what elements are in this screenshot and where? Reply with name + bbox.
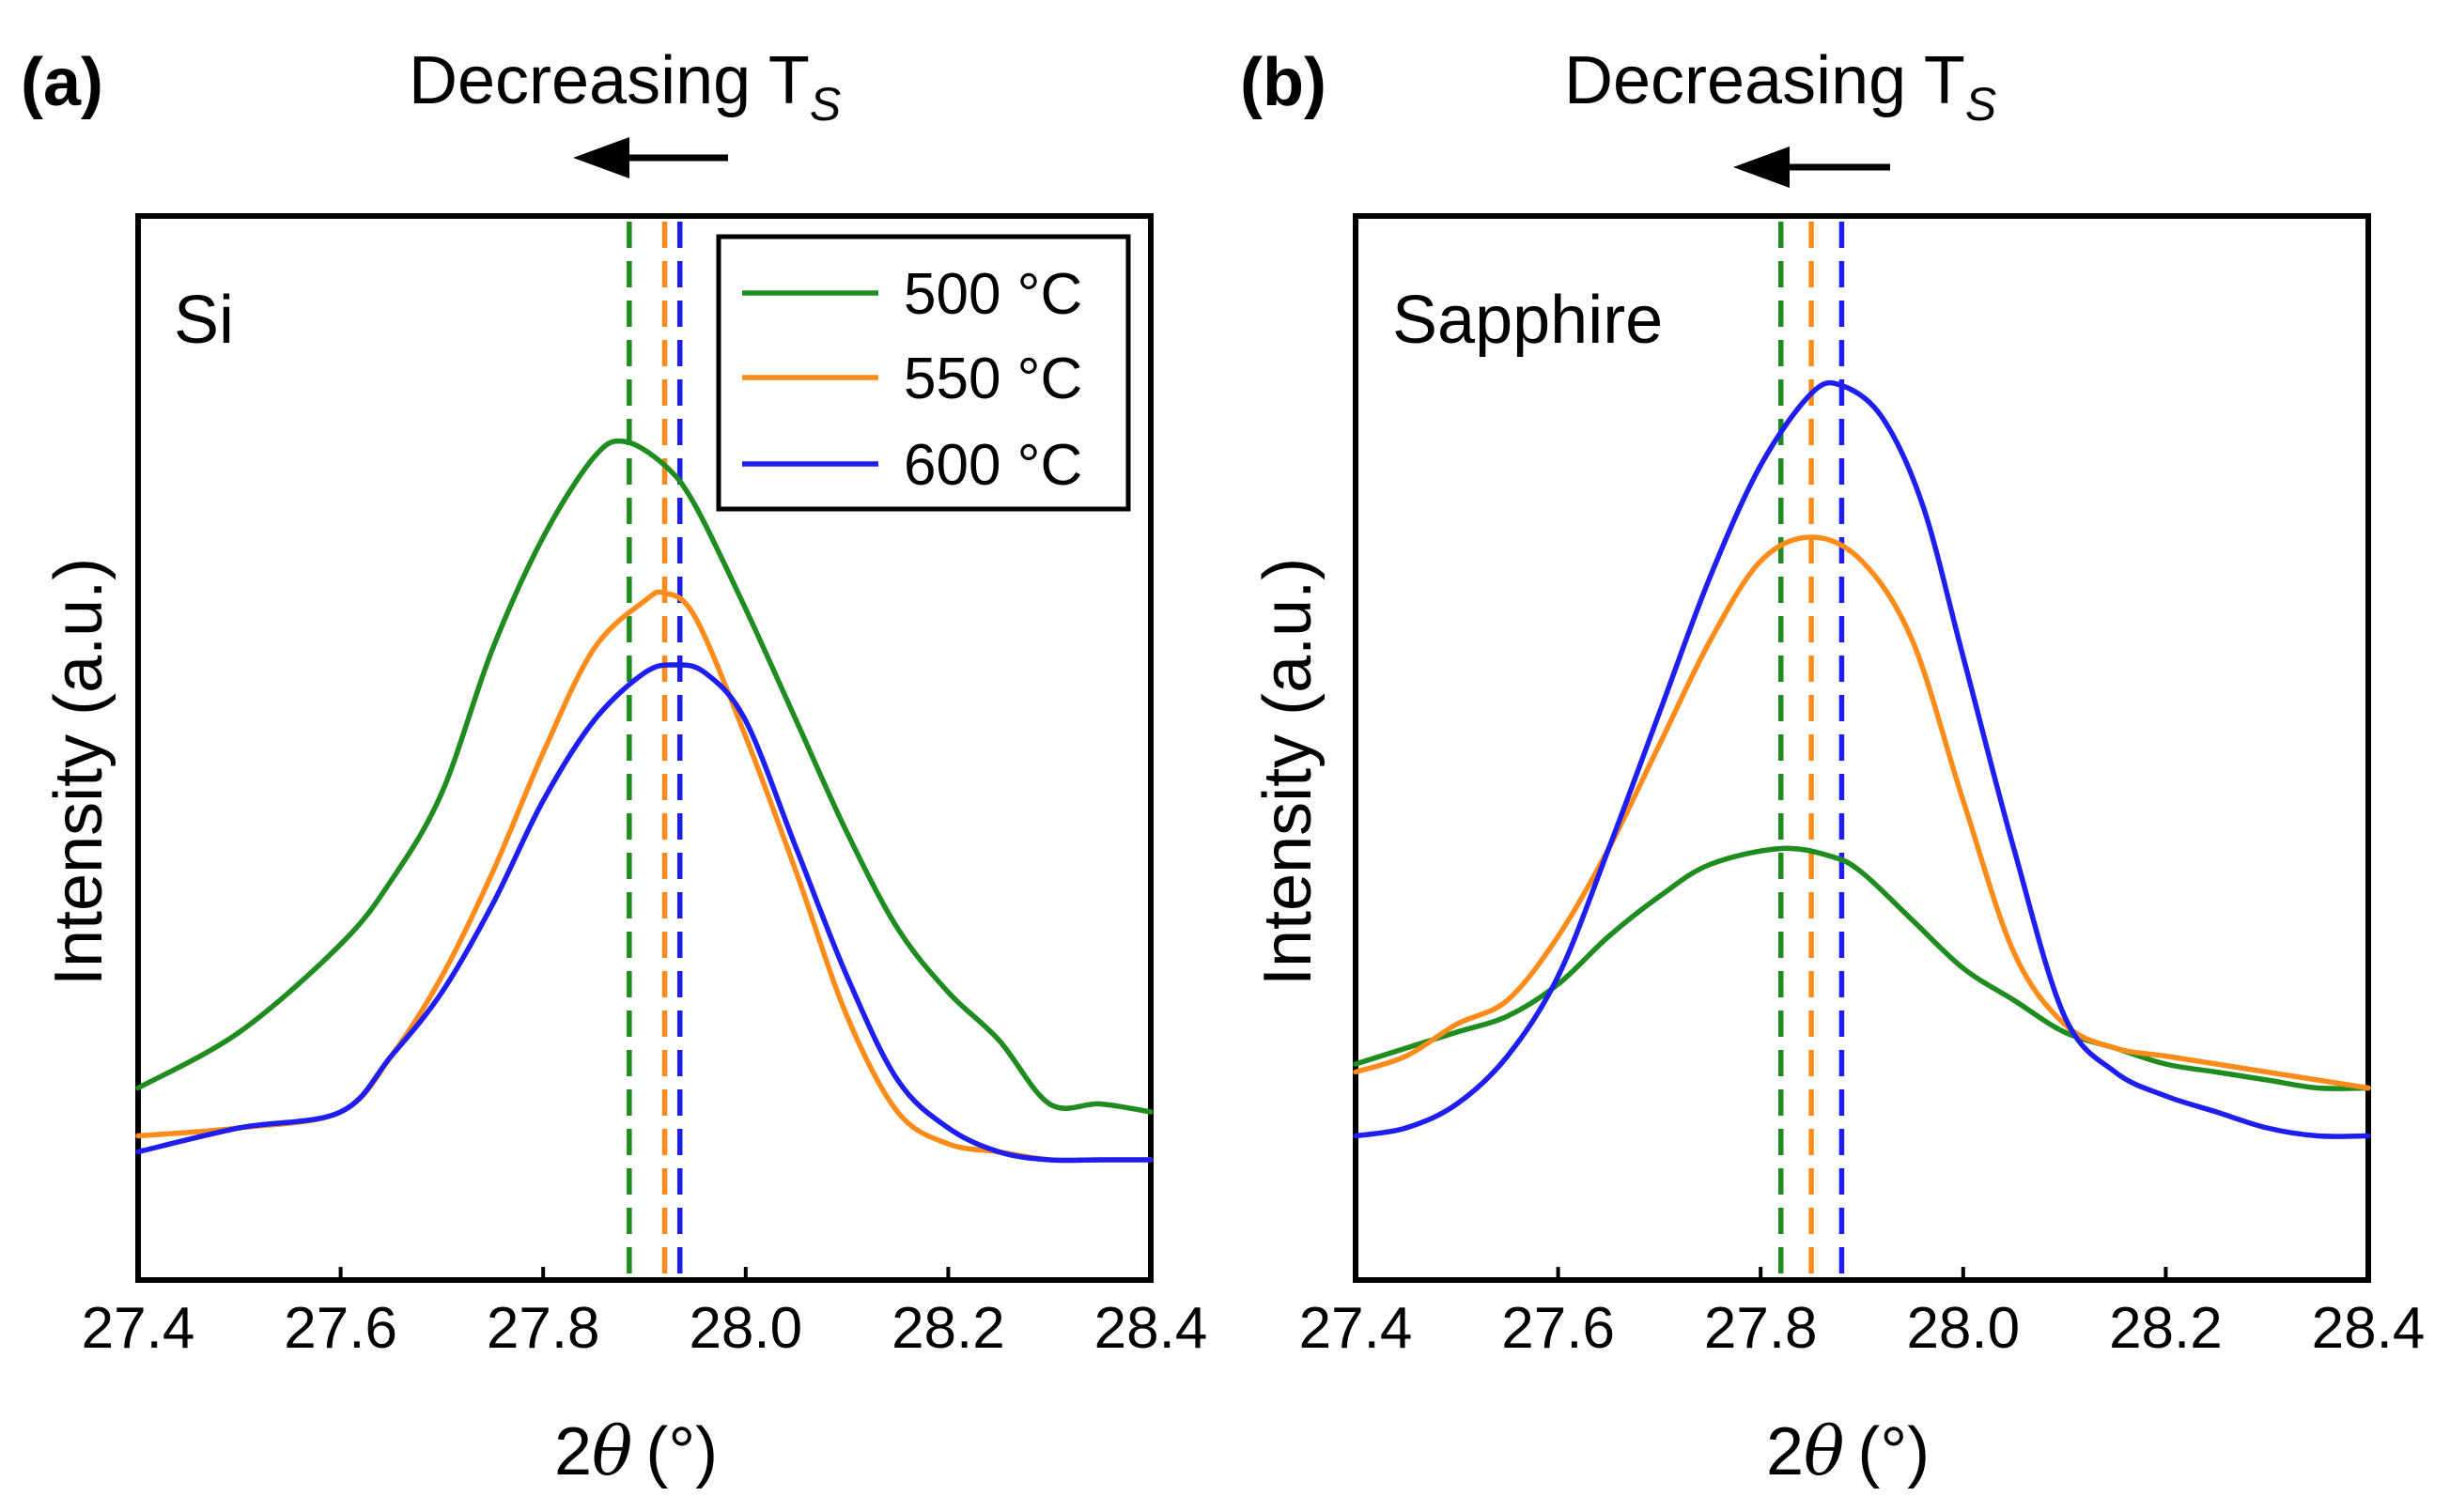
annotation-si: Si bbox=[174, 283, 234, 358]
x-tick-label: 27.4 bbox=[82, 1296, 195, 1361]
x-tick-label: 28.0 bbox=[689, 1296, 802, 1361]
title-b-sub: S bbox=[1965, 78, 1996, 131]
panel-label-a: (a) bbox=[21, 45, 103, 120]
x-axis-label-a-theta: θ bbox=[592, 1412, 632, 1490]
series-line-550 bbox=[135, 589, 1154, 1164]
title-a-sub: S bbox=[810, 78, 841, 131]
x-tick-label: 27.8 bbox=[1704, 1296, 1818, 1361]
panel-b: (b) Decreasing TS 27.4 27.6 27.8 28.0 28.2 28… bbox=[1240, 43, 2425, 1490]
arrow-a-head bbox=[573, 137, 629, 178]
panel-a: (a) Decreasing TS 27.4 27.6 27.8 28.0 28.2 28… bbox=[21, 43, 1207, 1490]
x-axis-label-b-prefix: 2 bbox=[1766, 1414, 1804, 1489]
series-line-600 bbox=[1353, 379, 2371, 1139]
legend: 500 °C 550 °C 600 °C bbox=[716, 234, 1131, 512]
panel-label-b: (b) bbox=[1240, 45, 1326, 120]
legend-label-500: 500 °C bbox=[904, 262, 1082, 327]
peak-lines-b bbox=[1778, 222, 1845, 1274]
x-axis-label-b-unit: (°) bbox=[1857, 1414, 1930, 1489]
series-line-550 bbox=[1353, 534, 2371, 1091]
title-a-text: Decreasing T bbox=[409, 43, 810, 118]
annotation-sapphire: Sapphire bbox=[1392, 283, 1663, 358]
x-tick-label: 28.2 bbox=[2109, 1296, 2223, 1361]
arrow-a bbox=[573, 137, 728, 178]
title-b: Decreasing TS bbox=[1564, 43, 1996, 131]
x-axis-label-a-prefix: 2 bbox=[554, 1414, 592, 1489]
x-tick-label: 27.8 bbox=[487, 1296, 600, 1361]
x-tick-label: 27.6 bbox=[284, 1296, 397, 1361]
curves-b bbox=[1353, 379, 2371, 1139]
curves-a bbox=[135, 438, 1154, 1164]
y-axis-label-a: Intensity (a.u.) bbox=[41, 558, 116, 986]
x-tick-label: 28.2 bbox=[892, 1296, 1005, 1361]
x-axis-label-a-unit: (°) bbox=[645, 1414, 718, 1489]
legend-label-600: 600 °C bbox=[904, 433, 1082, 498]
x-tick-label: 28.4 bbox=[2312, 1296, 2426, 1361]
x-tick-label: 28.0 bbox=[1906, 1296, 2020, 1361]
series-line-600 bbox=[135, 662, 1154, 1164]
plot-frame-b bbox=[1353, 213, 2371, 1283]
arrow-b bbox=[1733, 147, 1890, 188]
series-line-500 bbox=[135, 438, 1154, 1115]
series-line-500 bbox=[1353, 845, 2371, 1091]
x-ticks-b: 27.4 27.6 27.8 28.0 28.2 28.4 bbox=[1299, 1267, 2426, 1361]
legend-label-550: 550 °C bbox=[904, 347, 1082, 411]
x-tick-label: 28.4 bbox=[1094, 1296, 1208, 1361]
x-tick-label: 27.6 bbox=[1501, 1296, 1615, 1361]
x-ticks-a: 27.4 27.6 27.8 28.0 28.2 28.4 bbox=[82, 1267, 1208, 1361]
x-axis-label-b-theta: θ bbox=[1804, 1412, 1844, 1490]
plot-frame-a bbox=[135, 213, 1154, 1283]
x-tick-label: 27.4 bbox=[1299, 1296, 1413, 1361]
title-a: Decreasing TS bbox=[409, 43, 841, 131]
y-axis-label-b: Intensity (a.u.) bbox=[1250, 558, 1326, 986]
x-axis-label-a: 2θ (°) bbox=[554, 1412, 718, 1490]
title-b-text: Decreasing T bbox=[1564, 43, 1965, 118]
x-axis-label-b: 2θ (°) bbox=[1766, 1412, 1930, 1490]
peak-lines-a bbox=[627, 222, 683, 1274]
arrow-b-head bbox=[1733, 147, 1790, 188]
